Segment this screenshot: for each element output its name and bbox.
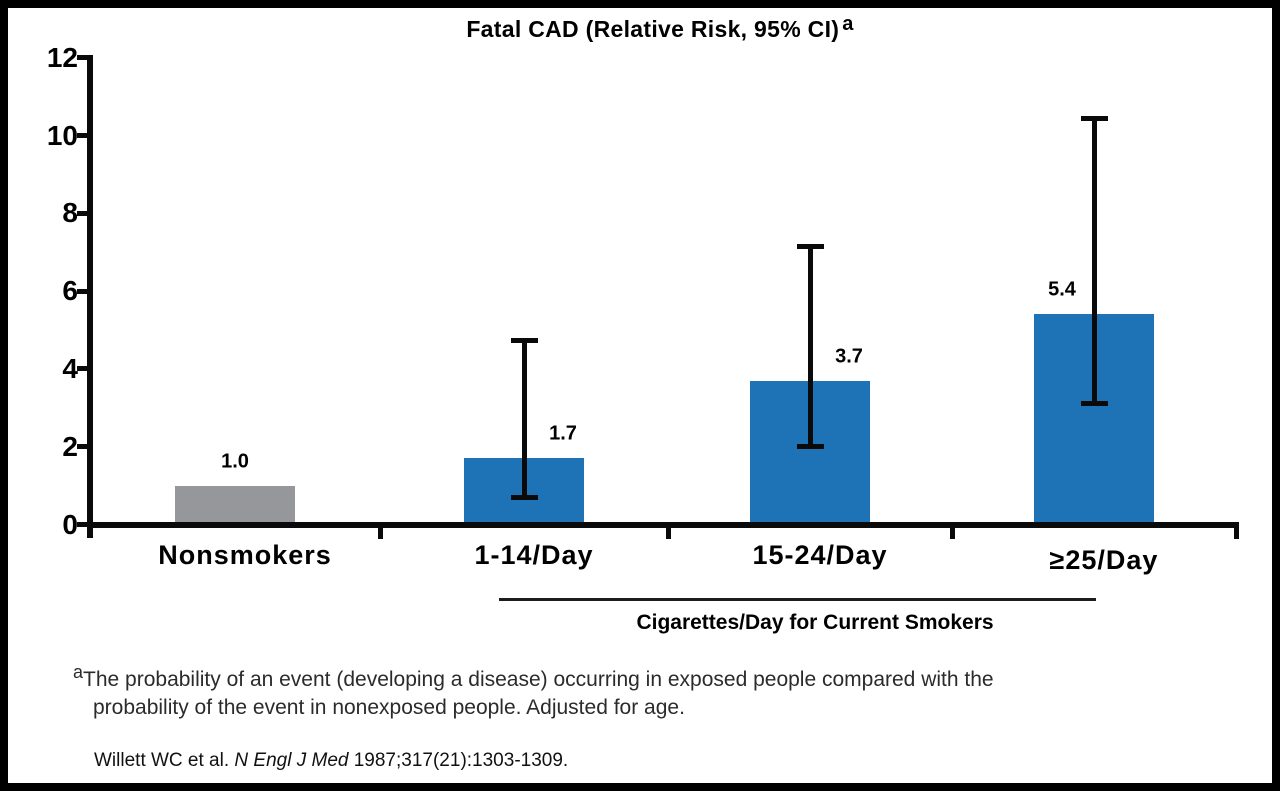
value-label-nonsmokers: 1.0 [221, 450, 249, 473]
error-bar-cap-high-25-day [1080, 116, 1108, 122]
chart-title-text: Fatal CAD (Relative Risk, 95% CI) [466, 16, 840, 42]
category-label-1-14-day: 1-14/Day [474, 540, 594, 570]
y-tick-label-4: 4 [62, 352, 78, 384]
footnote-text: The probability of an event (developing … [83, 668, 994, 719]
error-bar-15-24-day [807, 244, 813, 447]
y-tick-label-0: 0 [62, 508, 78, 540]
y-axis-line [87, 55, 93, 538]
smokers-group-bracket-line [499, 598, 1096, 601]
y-tick-0 [77, 522, 87, 527]
y-tick-label-10: 10 [46, 119, 78, 151]
y-tick-label-8: 8 [62, 197, 78, 229]
title-superscript: a [842, 13, 854, 36]
citation-journal: N Engl J Med [234, 750, 349, 771]
y-tick-label-2: 2 [62, 430, 78, 462]
y-tick-10 [77, 133, 87, 139]
error-bar-1-14-day [521, 337, 527, 498]
x-tick-0 [377, 522, 383, 539]
error-bar-cap-low-1-14-day [510, 494, 538, 500]
citation: Willett WC et al. N Engl J Med 1987;317(… [94, 750, 568, 772]
y-tick-2 [77, 444, 87, 450]
category-label-15-24-day: 15-24/Day [752, 540, 888, 570]
y-tick-label-12: 12 [46, 41, 78, 73]
error-bar-25-day [1091, 116, 1097, 404]
category-label-nonsmokers: Nonsmokers [158, 540, 332, 570]
x-tick-1 [665, 522, 671, 539]
value-label-1-14-day: 1.7 [549, 422, 577, 445]
citation-authors: Willett WC et al. [94, 750, 235, 771]
citation-pages: 1987;317(21):1303-1309. [348, 750, 569, 771]
category-label-25-day: ≥25/Day [1049, 545, 1159, 575]
chart-title: Fatal CAD (Relative Risk, 95% CI) a [40, 13, 1280, 43]
footnote: aThe probability of an event (developing… [73, 663, 1078, 722]
footnote-marker: a [73, 662, 84, 682]
error-bar-cap-low-15-24-day [796, 444, 824, 450]
y-tick-4 [77, 366, 87, 372]
x-axis-line [87, 522, 1237, 528]
y-tick-12 [77, 55, 87, 61]
value-label-15-24-day: 3.7 [835, 345, 863, 368]
x-tick-2 [949, 522, 955, 539]
error-bar-cap-low-25-day [1080, 401, 1108, 407]
y-tick-6 [77, 288, 87, 294]
x-tick-3 [1233, 522, 1239, 539]
y-tick-8 [77, 210, 87, 216]
error-bar-cap-high-15-24-day [796, 244, 824, 250]
bar-nonsmokers [175, 485, 295, 527]
value-label-25-day: 5.4 [1048, 278, 1076, 301]
smokers-group-label: Cigarettes/Day for Current Smokers [636, 611, 994, 634]
error-bar-cap-high-1-14-day [510, 337, 538, 343]
y-tick-label-6: 6 [62, 275, 78, 307]
